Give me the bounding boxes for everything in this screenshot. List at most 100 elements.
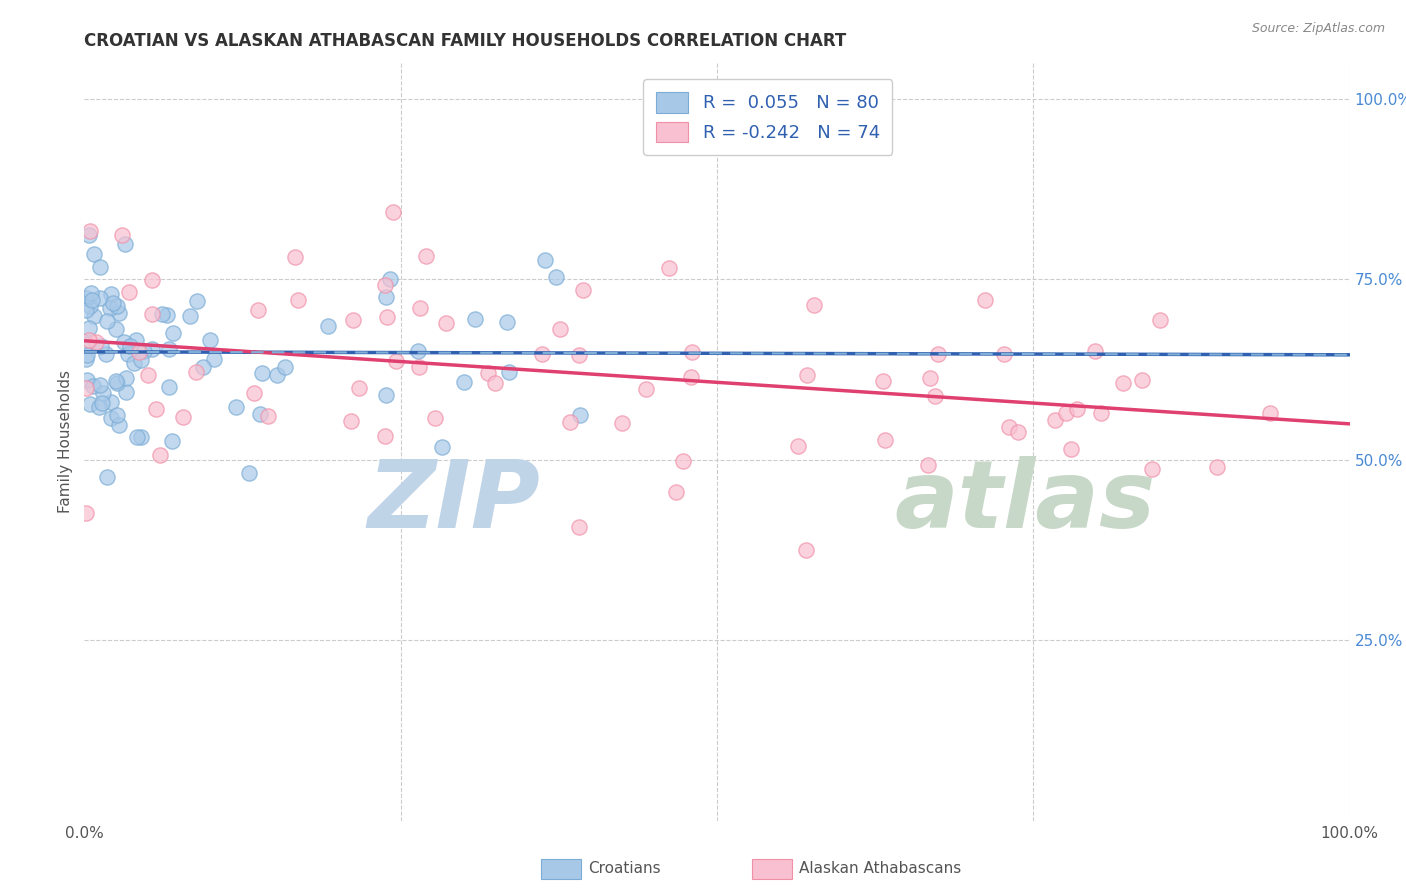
Point bbox=[79, 397, 101, 411]
Point bbox=[162, 326, 184, 340]
Point bbox=[75, 351, 97, 366]
Point bbox=[658, 260, 681, 275]
Point bbox=[1043, 413, 1066, 427]
Point bbox=[91, 386, 114, 401]
Point bbox=[172, 410, 194, 425]
Point bbox=[112, 335, 135, 350]
Point bbox=[567, 348, 589, 362]
Point bbox=[498, 365, 520, 379]
Point bbox=[665, 485, 688, 500]
Point bbox=[993, 346, 1015, 360]
Point bbox=[477, 366, 499, 380]
Point bbox=[82, 379, 104, 393]
Point bbox=[464, 312, 486, 326]
Point bbox=[105, 322, 128, 336]
Point bbox=[111, 228, 134, 243]
Point bbox=[127, 430, 149, 444]
Point bbox=[83, 247, 105, 261]
Point bbox=[998, 419, 1021, 434]
Text: Croatians: Croatians bbox=[588, 862, 661, 876]
Point bbox=[105, 376, 128, 390]
Point bbox=[89, 260, 111, 274]
Text: Alaskan Athabascans: Alaskan Athabascans bbox=[799, 862, 960, 876]
Point bbox=[79, 334, 101, 348]
Point bbox=[531, 346, 554, 360]
Point bbox=[924, 389, 946, 403]
Point bbox=[274, 360, 297, 375]
Point bbox=[141, 343, 163, 357]
Point bbox=[125, 333, 148, 347]
Point bbox=[118, 285, 141, 299]
Point bbox=[179, 309, 201, 323]
Point bbox=[131, 430, 153, 444]
Point bbox=[316, 318, 339, 333]
Point bbox=[96, 470, 118, 484]
Point bbox=[415, 249, 437, 263]
Point bbox=[1059, 442, 1081, 456]
Point bbox=[803, 298, 825, 312]
Point bbox=[252, 366, 274, 380]
Point bbox=[568, 408, 591, 422]
Point bbox=[381, 204, 404, 219]
Point bbox=[107, 299, 129, 313]
Point bbox=[145, 401, 167, 416]
Point bbox=[1066, 402, 1088, 417]
Point bbox=[610, 417, 633, 431]
Point bbox=[104, 374, 127, 388]
Point bbox=[378, 272, 401, 286]
Point bbox=[114, 236, 136, 251]
Point bbox=[124, 356, 146, 370]
Point bbox=[1258, 406, 1281, 420]
Point bbox=[202, 351, 225, 366]
Point bbox=[77, 228, 100, 243]
Point bbox=[149, 448, 172, 462]
Point bbox=[672, 454, 695, 468]
Point bbox=[681, 344, 703, 359]
Point bbox=[873, 434, 896, 448]
Point bbox=[1083, 343, 1105, 358]
Point bbox=[117, 347, 139, 361]
Point bbox=[568, 520, 591, 534]
Point bbox=[150, 307, 173, 321]
Point bbox=[94, 347, 117, 361]
Point bbox=[432, 440, 454, 454]
Point bbox=[105, 408, 128, 422]
Point bbox=[87, 400, 110, 414]
Point bbox=[342, 313, 364, 327]
Point bbox=[156, 308, 179, 322]
Point bbox=[408, 301, 430, 316]
Point bbox=[157, 343, 180, 357]
Point bbox=[384, 353, 406, 368]
Point bbox=[243, 385, 266, 400]
Point bbox=[225, 400, 247, 414]
Point bbox=[89, 377, 111, 392]
Text: Source: ZipAtlas.com: Source: ZipAtlas.com bbox=[1251, 22, 1385, 36]
Point bbox=[423, 411, 446, 425]
Point bbox=[138, 368, 160, 382]
Point bbox=[84, 335, 107, 350]
Point bbox=[100, 411, 122, 425]
Point bbox=[375, 310, 398, 325]
Point bbox=[129, 352, 152, 367]
Point bbox=[108, 417, 131, 432]
Point bbox=[1054, 406, 1077, 420]
Point bbox=[634, 382, 657, 396]
Point bbox=[256, 409, 278, 423]
Point bbox=[374, 428, 396, 442]
Point bbox=[193, 359, 215, 374]
Point bbox=[796, 368, 818, 382]
Point bbox=[141, 273, 163, 287]
Point bbox=[90, 396, 112, 410]
Point bbox=[973, 293, 995, 308]
Point bbox=[681, 370, 703, 384]
Point bbox=[157, 380, 180, 394]
Text: ZIP: ZIP bbox=[367, 456, 540, 549]
Point bbox=[1007, 425, 1029, 439]
Point bbox=[546, 270, 568, 285]
Legend: R =  0.055   N = 80, R = -0.242   N = 74: R = 0.055 N = 80, R = -0.242 N = 74 bbox=[643, 79, 893, 155]
Point bbox=[794, 543, 817, 558]
Point bbox=[100, 301, 122, 316]
Point bbox=[347, 381, 370, 395]
Point bbox=[1140, 461, 1163, 475]
Point bbox=[247, 302, 270, 317]
